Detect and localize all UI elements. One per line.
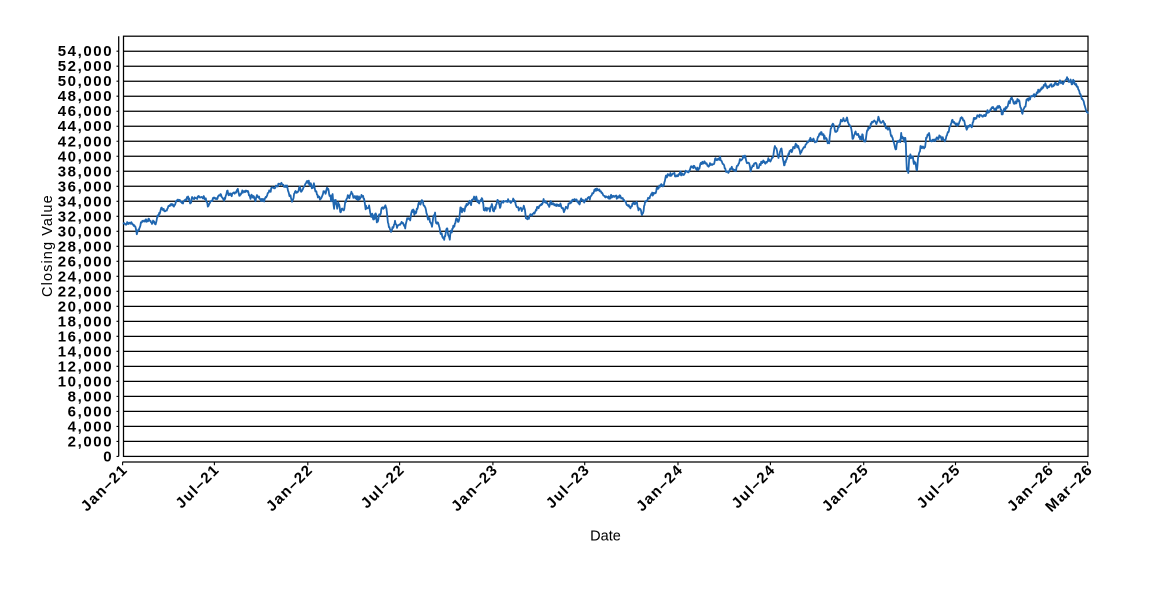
svg-text:Jan–25: Jan–25	[819, 461, 873, 515]
svg-text:54,000: 54,000	[58, 43, 113, 60]
svg-text:Closing Value: Closing Value	[40, 194, 56, 297]
svg-text:30,000: 30,000	[58, 223, 113, 240]
svg-text:Jan–21: Jan–21	[78, 461, 132, 515]
svg-text:0: 0	[103, 448, 113, 465]
svg-text:6,000: 6,000	[68, 403, 114, 420]
svg-text:48,000: 48,000	[58, 88, 113, 105]
svg-text:Jan–24: Jan–24	[633, 461, 687, 515]
svg-text:4,000: 4,000	[68, 418, 114, 435]
svg-text:12,000: 12,000	[58, 358, 113, 375]
svg-text:Jul–21: Jul–21	[172, 461, 223, 512]
svg-text:50,000: 50,000	[58, 73, 113, 90]
svg-text:Jan–22: Jan–22	[263, 461, 317, 515]
svg-text:34,000: 34,000	[58, 193, 113, 210]
svg-text:Jul–25: Jul–25	[914, 461, 965, 512]
svg-text:28,000: 28,000	[58, 238, 113, 255]
svg-text:Jul–24: Jul–24	[728, 461, 779, 512]
svg-text:26,000: 26,000	[58, 253, 113, 270]
svg-text:22,000: 22,000	[58, 283, 113, 300]
svg-text:36,000: 36,000	[58, 178, 113, 195]
svg-text:52,000: 52,000	[58, 58, 113, 75]
svg-text:Date: Date	[590, 529, 621, 545]
svg-text:10,000: 10,000	[58, 373, 113, 390]
svg-text:Jul–22: Jul–22	[358, 461, 409, 512]
svg-text:38,000: 38,000	[58, 163, 113, 180]
svg-text:Jan–23: Jan–23	[448, 461, 502, 515]
svg-text:46,000: 46,000	[58, 103, 113, 120]
svg-text:24,000: 24,000	[58, 268, 113, 285]
svg-text:16,000: 16,000	[58, 328, 113, 345]
svg-text:20,000: 20,000	[58, 298, 113, 315]
svg-text:40,000: 40,000	[58, 148, 113, 165]
svg-text:32,000: 32,000	[58, 208, 113, 225]
svg-text:14,000: 14,000	[58, 343, 113, 360]
svg-text:2,000: 2,000	[68, 433, 114, 450]
svg-text:42,000: 42,000	[58, 133, 113, 150]
svg-text:Jul–23: Jul–23	[543, 461, 594, 512]
svg-text:44,000: 44,000	[58, 118, 113, 135]
svg-text:18,000: 18,000	[58, 313, 113, 330]
svg-text:8,000: 8,000	[68, 388, 114, 405]
